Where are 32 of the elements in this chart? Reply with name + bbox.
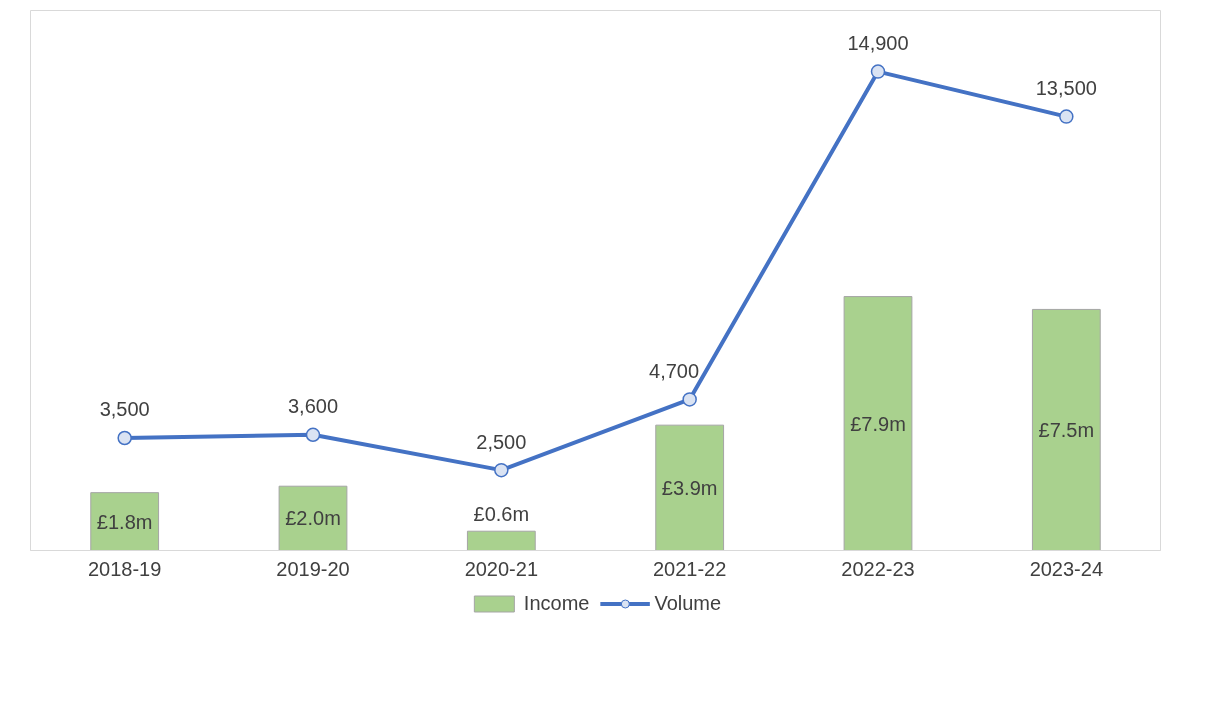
- legend-label: Income: [523, 591, 590, 615]
- data-label: 4,700: [649, 359, 700, 382]
- x-tick-label: 2018-19: [87, 557, 162, 580]
- data-label: £1.8m: [96, 510, 153, 533]
- point: [494, 462, 509, 478]
- data-label: £7.9m: [850, 412, 906, 435]
- bar: [466, 530, 536, 551]
- data-label: £2.0m: [285, 507, 341, 530]
- point: [117, 430, 132, 446]
- point: [305, 427, 321, 443]
- x-tick-label: 2023-24: [1029, 557, 1104, 580]
- data-label: 2,500: [476, 430, 527, 453]
- data-label: £3.9m: [661, 476, 718, 499]
- data-label: 14,900: [847, 31, 909, 54]
- point: [1059, 109, 1074, 124]
- data-label: 13,500: [1035, 76, 1097, 99]
- bar: [843, 296, 913, 551]
- bar: [278, 485, 348, 551]
- data-label: 3,500: [99, 398, 150, 421]
- x-tick-label: 2020-21: [464, 557, 539, 580]
- legend-label: Volume: [654, 591, 722, 615]
- bar: [1031, 308, 1101, 551]
- bar: [655, 424, 725, 551]
- point: [870, 64, 886, 79]
- x-tick-label: 2022-23: [841, 557, 915, 580]
- bar: [90, 492, 160, 551]
- data-label: £0.6m: [473, 502, 530, 525]
- data-label: £7.5m: [1038, 418, 1095, 441]
- x-tick-label: 2019-20: [276, 557, 350, 580]
- data-label: 3,600: [287, 395, 339, 418]
- point: [682, 392, 697, 407]
- x-tick-label: 2021-22: [652, 557, 727, 580]
